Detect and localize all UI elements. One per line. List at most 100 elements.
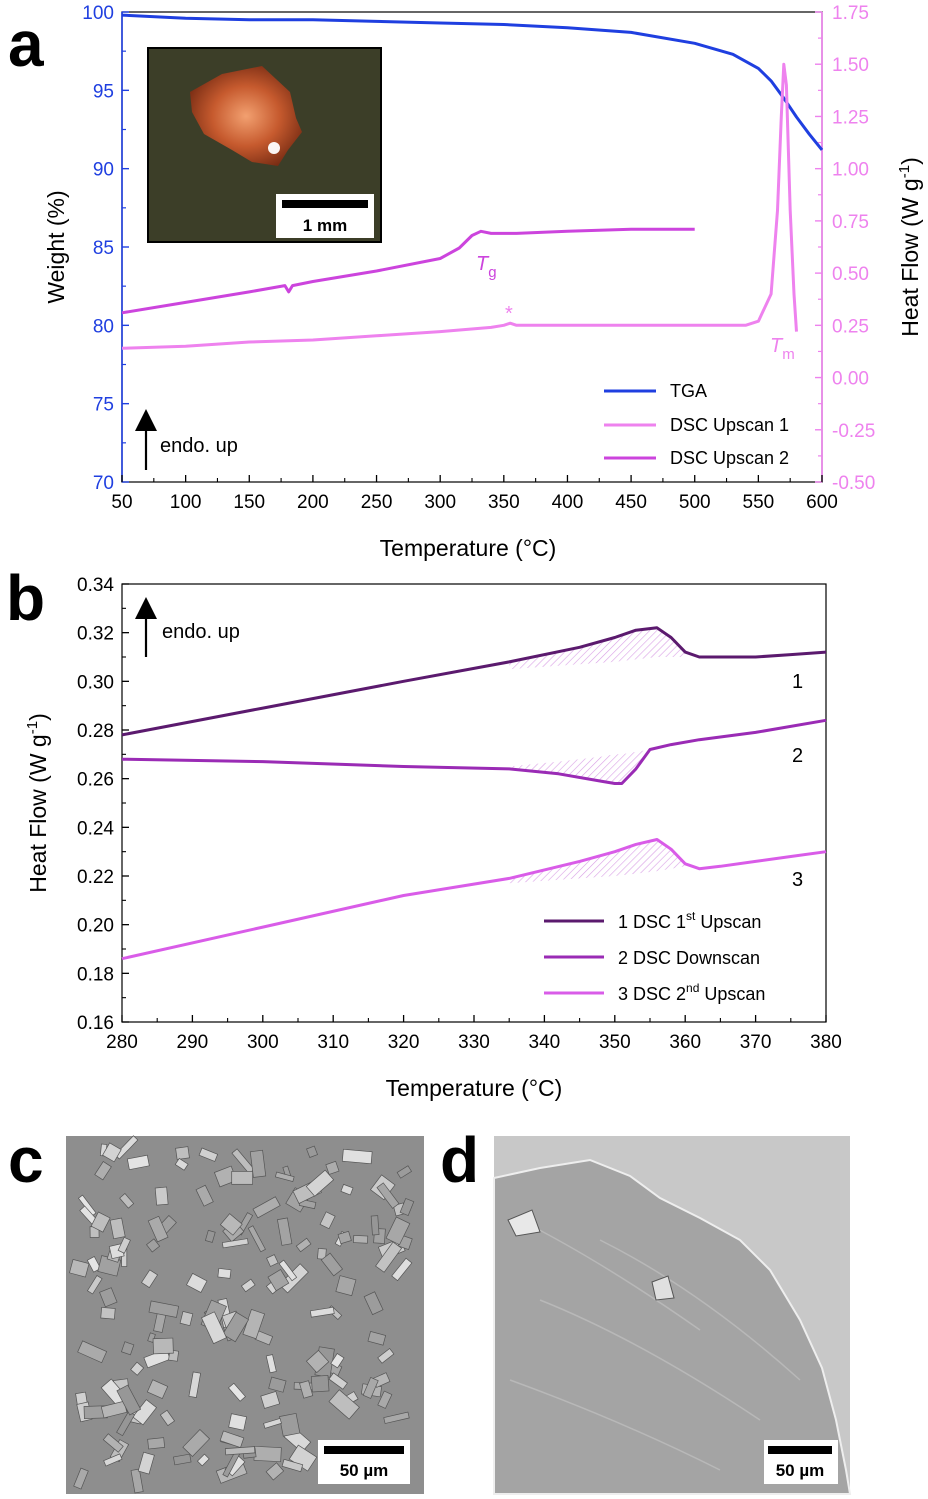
sem-crystal-block [174,1157,189,1171]
chart-a-y2tick-label: 0.50 [832,264,869,285]
chart-a-xtick-label: 500 [679,492,711,513]
chart-b-xtick-label: 290 [177,1032,209,1053]
sem-glass-striations [509,1219,801,1471]
sem-crystal-block [99,1287,118,1308]
chart-a-ytick-label: 90 [93,160,114,181]
chart-a-y2-label-main: Heat Flow (W g [897,178,923,336]
chart-a-ytick-label: 100 [82,3,114,24]
sem-crystal-block [146,1238,161,1253]
chart-a-ytick-label: 95 [93,81,114,102]
sem-crystal-block [204,1229,216,1243]
chart-a-tm-label: Tm [770,335,795,363]
sem-crystal-block [335,1275,357,1297]
chart-a-y2-label-sup: -1 [896,165,913,178]
sem-crystal-block [86,1256,102,1273]
legend-b-label-1-sup: st [686,909,696,923]
chart-a-y2tick-label: -0.50 [832,473,875,494]
sem-crystal-block [260,1391,281,1409]
sem-crystal-block [337,1230,352,1245]
sem-crystal-block [109,1217,126,1240]
sem-crystal-block [383,1411,410,1424]
sem-crystal-block [281,1458,304,1473]
chart-b-xtick-label: 350 [599,1032,631,1053]
chart-b-xtick-label: 370 [740,1032,772,1053]
sem-crystal-block [188,1371,202,1398]
chart-b-xtick-label: 310 [317,1032,349,1053]
sem-crystal-block [367,1331,387,1346]
sem-crystal-block [267,1269,290,1292]
chart-a-xtick-label: 200 [297,492,329,513]
chart-a-xtick-label: 250 [361,492,393,513]
sem-crystal-block [231,1171,253,1185]
chart-b-xtick-label: 360 [669,1032,701,1053]
sem-crystal-block [116,1384,142,1416]
sem-crystal-block [305,1349,330,1374]
sem-crystal-block [217,1267,232,1279]
legend-b-label-1-main: 1 DSC 1 [618,912,686,932]
sem-crystal-block [222,1311,250,1343]
chart-a-xtick-label: 50 [111,492,132,513]
chart-b-ytick-label: 0.26 [77,770,114,791]
chart-a-y2-label: Heat Flow (W g-1) [896,157,923,337]
sem-crystal-block [341,1148,373,1165]
sem-crystal-block [263,1417,282,1429]
sem-crystal-block [219,1213,243,1236]
chart-a-x-label: Temperature (°C) [380,535,557,561]
legend-b-label-1-end: Upscan [695,912,761,932]
chart-a-xtick-label: 550 [743,492,775,513]
sem-glass-fragment-2 [651,1275,675,1301]
sem-crystal-block [224,1446,256,1456]
chart-a-ytick-label: 80 [93,316,114,337]
chart-a-y-label: Weight (%) [43,190,69,303]
chart-b-y-label-main: Heat Flow (W g [25,734,51,892]
sem-d-scale-bar [768,1446,832,1454]
sem-glass-fragment-1 [507,1209,541,1237]
sem-crystal-block [310,1375,330,1393]
chart-a-right-axis: -0.50 -0.25 0.00 0.25 0.50 0.75 1.00 1.25 1.50 1.… [815,3,875,494]
panel-label-d: d [440,1124,479,1196]
sem-crystal-block [370,1215,380,1236]
series-dsc-upscan2-line [121,227,695,315]
inset-scale-bar [282,200,368,208]
sem-crystal-block [90,1211,111,1233]
legend-b-label-1: 1 DSC 1st Upscan [618,909,761,932]
sem-crystal-block [182,1429,211,1457]
sem-crystal-block [247,1225,266,1253]
sem-crystal-block [117,1236,131,1254]
legend-b-label-3-end: Upscan [699,984,765,1004]
chart-b-series [121,626,827,961]
sem-crystal-block [317,1247,327,1260]
sem-crystal-block [119,1193,135,1209]
sem-crystal-block [137,1451,155,1475]
chart-a-tg-sub: g [488,264,496,281]
chart-a-xtick-label: 450 [615,492,647,513]
legend-a-label-dsc1: DSC Upscan 1 [670,415,789,435]
sem-crystal-block [295,1237,312,1253]
chart-b-ytick-label: 0.22 [77,867,114,888]
sem-crystal-block [94,1161,112,1181]
chart-a-xtick-label: 300 [424,492,456,513]
sem-crystal-block [228,1413,247,1431]
sem-crystal-block [376,1182,400,1209]
legend-b-label-3-sup: nd [686,981,699,995]
panel-label-a: a [8,8,44,80]
sem-crystal-block [353,1234,369,1244]
chart-b-xtick-label: 280 [106,1032,138,1053]
sem-crystal-block [328,1389,360,1420]
chart-b-ytick-label: 0.34 [77,575,114,596]
chart-b-hatched-areas [509,627,686,884]
sem-crystal-block [320,1252,344,1277]
legend-a-label-dsc2: DSC Upscan 2 [670,448,789,468]
chart-b: 0.16 0.18 0.20 0.22 0.24 0.26 0.28 0.30 0.32 0.34… [24,575,842,1101]
sem-crystal-block [198,1147,219,1162]
sem-crystal-block [86,1275,103,1295]
sem-crystal-block [278,1259,298,1282]
chart-a-y2tick-label: 1.00 [832,160,869,181]
chart-a-left-axis: 70 75 80 85 90 95 100 [82,3,129,494]
legend-b-label-2: 2 DSC Downscan [618,948,760,968]
sem-crystal-block [141,1269,159,1289]
legend-b-label-3-main: 3 DSC 2 [618,984,686,1004]
chart-a-y2tick-label: 1.50 [832,55,869,76]
sem-crystal-block [126,1154,150,1171]
chart-b-curve-label-1: 1 [792,671,803,693]
